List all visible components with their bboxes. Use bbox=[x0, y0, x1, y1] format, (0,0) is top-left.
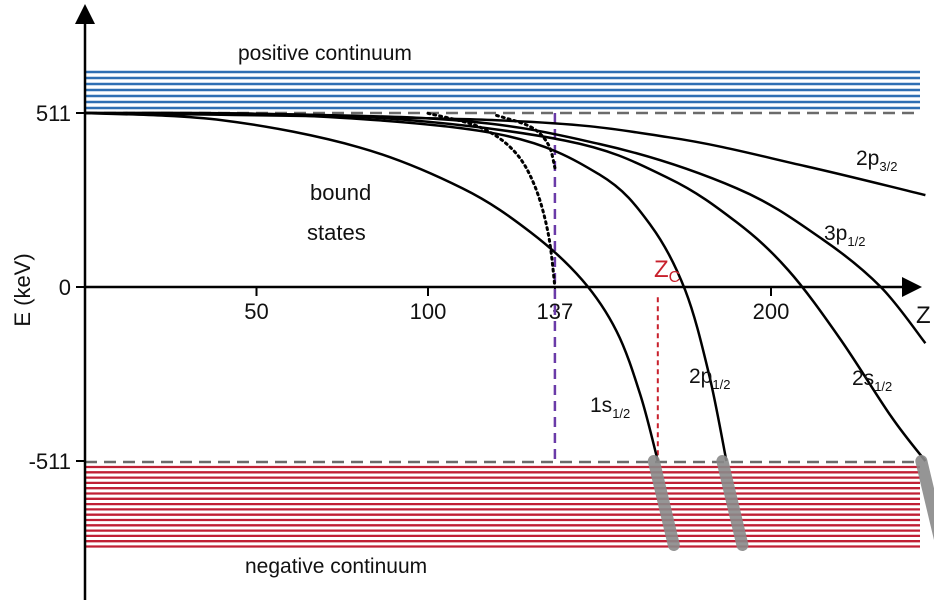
positive-continuum-band bbox=[85, 70, 920, 110]
y-ticks: 511 0 -511 bbox=[29, 101, 85, 474]
point-nucleus-curves bbox=[426, 111, 557, 289]
point-nucleus-dotted-curve bbox=[495, 113, 557, 170]
curve-label: 2p3/2 bbox=[856, 147, 897, 174]
curve-1s-1-2 bbox=[84, 111, 660, 462]
x-tick-label: 50 bbox=[244, 299, 268, 324]
curve-smear bbox=[915, 455, 934, 541]
point-nucleus-dotted-curve bbox=[426, 111, 557, 289]
y-axis-label: E (keV) bbox=[10, 253, 35, 326]
x-ticks: 50 100 137 200 bbox=[244, 287, 789, 324]
y-tick-label: 511 bbox=[36, 101, 71, 126]
curve-2p-3-2 bbox=[84, 111, 926, 197]
curve-smears bbox=[647, 455, 934, 551]
x-tick-label: 200 bbox=[753, 299, 790, 324]
states-label: states bbox=[307, 220, 366, 245]
curve-label: 2s1/2 bbox=[852, 367, 892, 394]
curve-label: 1s1/2 bbox=[590, 394, 630, 421]
curve-smear bbox=[647, 455, 680, 551]
x-tick-label: 100 bbox=[410, 299, 447, 324]
x-axis-label: Z bbox=[916, 302, 931, 329]
curve-label: 2p1/2 bbox=[689, 365, 730, 392]
curve-label: 3p1/2 bbox=[824, 222, 865, 249]
curve-3p-1-2 bbox=[84, 111, 927, 344]
zc-label: ZC bbox=[654, 256, 680, 286]
curve-labels: 1s1/2 2p1/2 2s1/2 3p1/2 2p3/2 bbox=[590, 147, 897, 421]
negative-continuum-label: negative continuum bbox=[245, 555, 427, 578]
curve-smear bbox=[716, 455, 749, 551]
positive-continuum-label: positive continuum bbox=[238, 42, 412, 65]
y-tick-label: -511 bbox=[29, 449, 71, 474]
y-tick-label: 0 bbox=[59, 275, 71, 300]
negative-continuum-band bbox=[85, 465, 920, 548]
curves bbox=[84, 111, 927, 462]
bound-label: bound bbox=[310, 180, 371, 205]
